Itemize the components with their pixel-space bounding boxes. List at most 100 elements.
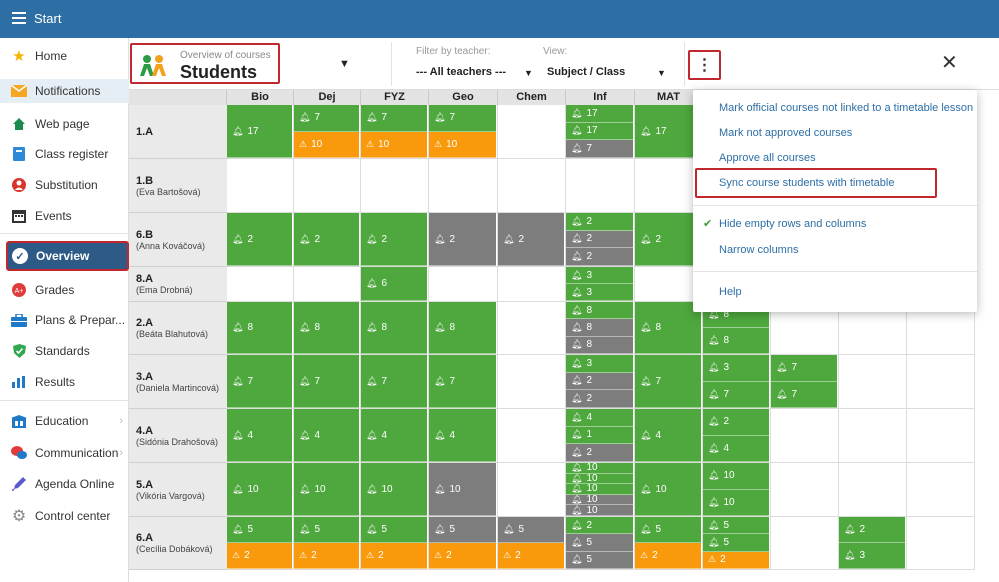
- sidebar-item-agenda-online[interactable]: Agenda Online: [0, 472, 129, 496]
- course-segment[interactable]: 🔔︎ 8: [635, 302, 701, 354]
- grid-cell[interactable]: [498, 355, 566, 409]
- grid-cell[interactable]: 🔔︎ 2: [361, 213, 429, 267]
- grid-cell[interactable]: 🔔︎ 10: [429, 463, 498, 517]
- sidebar-item-results[interactable]: Results: [0, 370, 129, 394]
- course-segment[interactable]: 🔔︎ 17: [566, 105, 633, 123]
- column-header[interactable]: Geo: [429, 90, 498, 105]
- course-segment[interactable]: 🔔︎ 7: [361, 105, 427, 132]
- course-segment[interactable]: 🔔︎ 2: [566, 230, 633, 249]
- sidebar-item-notifications[interactable]: Notifications: [0, 79, 129, 103]
- course-segment[interactable]: 🔔︎ 8: [703, 328, 769, 354]
- grid-cell[interactable]: 🔔︎ 8: [361, 302, 429, 355]
- grid-cell[interactable]: 🔔︎ 5 ⚠ 2: [429, 517, 498, 570]
- course-segment[interactable]: 🔔︎ 3: [566, 284, 633, 301]
- course-segment[interactable]: 🔔︎ 8: [566, 336, 633, 354]
- overview-dropdown-arrow[interactable]: ▼: [339, 58, 350, 70]
- course-segment[interactable]: 🔔︎ 2: [839, 517, 905, 543]
- course-segment[interactable]: 🔔︎ 2: [566, 372, 633, 391]
- grid-cell[interactable]: 🔔︎ 4: [227, 409, 294, 463]
- course-segment[interactable]: 🔔︎ 5: [703, 534, 769, 552]
- grid-cell[interactable]: 🔔︎ 17: [635, 105, 703, 159]
- grid-cell[interactable]: [498, 409, 566, 463]
- column-header[interactable]: FYZ: [361, 90, 429, 105]
- menu-item-mark-unlinked[interactable]: Mark official courses not linked to a ti…: [693, 98, 977, 118]
- sidebar-item-overview[interactable]: ✓ Overview: [6, 241, 129, 271]
- warning-course-segment[interactable]: ⚠ 2: [498, 543, 564, 569]
- grid-cell[interactable]: 🔔︎ 2 🔔︎ 2 🔔︎ 2: [566, 213, 635, 267]
- course-segment[interactable]: 🔔︎ 3: [839, 543, 905, 569]
- grid-cell[interactable]: 🔔︎ 7 ⚠ 10: [294, 105, 361, 159]
- more-options-button[interactable]: ⋮: [688, 50, 721, 80]
- grid-cell[interactable]: 🔔︎ 7 ⚠ 10: [429, 105, 498, 159]
- course-segment[interactable]: 🔔︎ 2: [566, 517, 633, 535]
- grid-cell[interactable]: 🔔︎ 5 ⚠ 2: [294, 517, 361, 570]
- sidebar-item-control-center[interactable]: ⚙ Control center: [0, 504, 129, 528]
- course-segment[interactable]: 🔔︎ 8: [566, 319, 633, 337]
- sidebar-item-class-register[interactable]: Class register: [0, 142, 129, 166]
- course-segment[interactable]: 🔔︎ 17: [635, 105, 701, 158]
- grid-cell[interactable]: 🔔︎ 2: [294, 213, 361, 267]
- grid-cell[interactable]: 🔔︎ 8: [294, 302, 361, 355]
- grid-cell[interactable]: 🔔︎ 7: [227, 355, 294, 409]
- grid-cell[interactable]: [907, 463, 975, 517]
- grid-cell[interactable]: [498, 159, 566, 213]
- view-select[interactable]: Subject / Class: [547, 66, 626, 78]
- grid-cell[interactable]: 🔔︎ 10: [227, 463, 294, 517]
- course-segment[interactable]: 🔔︎ 10: [566, 484, 633, 495]
- course-segment[interactable]: 🔔︎ 6: [361, 267, 427, 301]
- menu-item-hide-empty[interactable]: ✔ Hide empty rows and columns: [693, 214, 977, 234]
- course-segment[interactable]: 🔔︎ 17: [227, 105, 292, 158]
- grid-cell[interactable]: [635, 159, 703, 213]
- sidebar-item-substitution[interactable]: Substitution: [0, 173, 129, 197]
- grid-cell[interactable]: 🔔︎ 3 🔔︎ 2 🔔︎ 2: [566, 355, 635, 409]
- course-segment[interactable]: 🔔︎ 10: [566, 505, 633, 516]
- grid-cell[interactable]: 🔔︎ 7: [635, 355, 703, 409]
- course-segment[interactable]: 🔔︎ 10: [361, 463, 427, 516]
- sidebar-item-home[interactable]: ★ Home: [0, 44, 129, 68]
- course-segment[interactable]: 🔔︎ 7: [771, 355, 837, 382]
- course-segment[interactable]: 🔔︎ 7: [294, 105, 359, 132]
- course-segment[interactable]: 🔔︎ 10: [294, 463, 359, 516]
- grid-cell[interactable]: 🔔︎ 17: [227, 105, 294, 159]
- grid-cell[interactable]: 🔔︎ 10 🔔︎ 10: [703, 463, 771, 517]
- course-segment[interactable]: 🔔︎ 4: [566, 409, 633, 427]
- close-button[interactable]: ✕: [941, 52, 958, 74]
- course-segment[interactable]: 🔔︎ 2: [566, 213, 633, 231]
- grid-cell[interactable]: [294, 267, 361, 302]
- column-header[interactable]: Chem: [498, 90, 566, 105]
- course-segment[interactable]: 🔔︎ 5: [294, 517, 359, 543]
- course-segment[interactable]: 🔔︎ 3: [566, 355, 633, 373]
- sidebar-item-web-page[interactable]: Web page: [0, 112, 129, 136]
- grid-cell[interactable]: [429, 159, 498, 213]
- course-segment[interactable]: 🔔︎ 8: [566, 302, 633, 320]
- sidebar-item-plans[interactable]: Plans & Prepar...: [0, 308, 129, 332]
- grid-cell[interactable]: 🔔︎ 2 🔔︎ 5 🔔︎ 5: [566, 517, 635, 570]
- grid-cell[interactable]: 🔔︎ 6: [361, 267, 429, 302]
- grid-cell[interactable]: [227, 267, 294, 302]
- grid-cell[interactable]: 🔔︎ 2: [227, 213, 294, 267]
- course-segment[interactable]: 🔔︎ 2: [294, 213, 359, 266]
- warning-course-segment[interactable]: ⚠ 2: [429, 543, 496, 569]
- chevron-down-icon[interactable]: ▼: [657, 68, 666, 78]
- grid-cell[interactable]: [771, 517, 839, 570]
- column-header[interactable]: Inf: [566, 90, 635, 105]
- grid-cell[interactable]: [498, 463, 566, 517]
- warning-course-segment[interactable]: ⚠ 2: [227, 543, 292, 569]
- course-segment[interactable]: 🔔︎ 5: [361, 517, 427, 543]
- course-segment[interactable]: 🔔︎ 2: [429, 213, 496, 266]
- course-segment[interactable]: 🔔︎ 3: [566, 267, 633, 284]
- grid-cell[interactable]: [498, 302, 566, 355]
- grid-cell[interactable]: 🔔︎ 2: [429, 213, 498, 267]
- course-segment[interactable]: 🔔︎ 5: [498, 517, 564, 543]
- course-segment[interactable]: 🔔︎ 4: [429, 409, 496, 462]
- sidebar-item-standards[interactable]: Standards: [0, 339, 129, 363]
- grid-cell[interactable]: 🔔︎ 7: [361, 355, 429, 409]
- grid-cell[interactable]: 🔔︎ 5 ⚠ 2: [227, 517, 294, 570]
- grid-cell[interactable]: 🔔︎ 7 ⚠ 10: [361, 105, 429, 159]
- course-segment[interactable]: 🔔︎ 10: [566, 463, 633, 474]
- course-segment[interactable]: 🔔︎ 10: [566, 494, 633, 506]
- hamburger-menu-icon[interactable]: [12, 12, 26, 24]
- course-segment[interactable]: 🔔︎ 7: [361, 355, 427, 408]
- course-segment[interactable]: 🔔︎ 5: [227, 517, 292, 543]
- course-segment[interactable]: 🔔︎ 4: [294, 409, 359, 462]
